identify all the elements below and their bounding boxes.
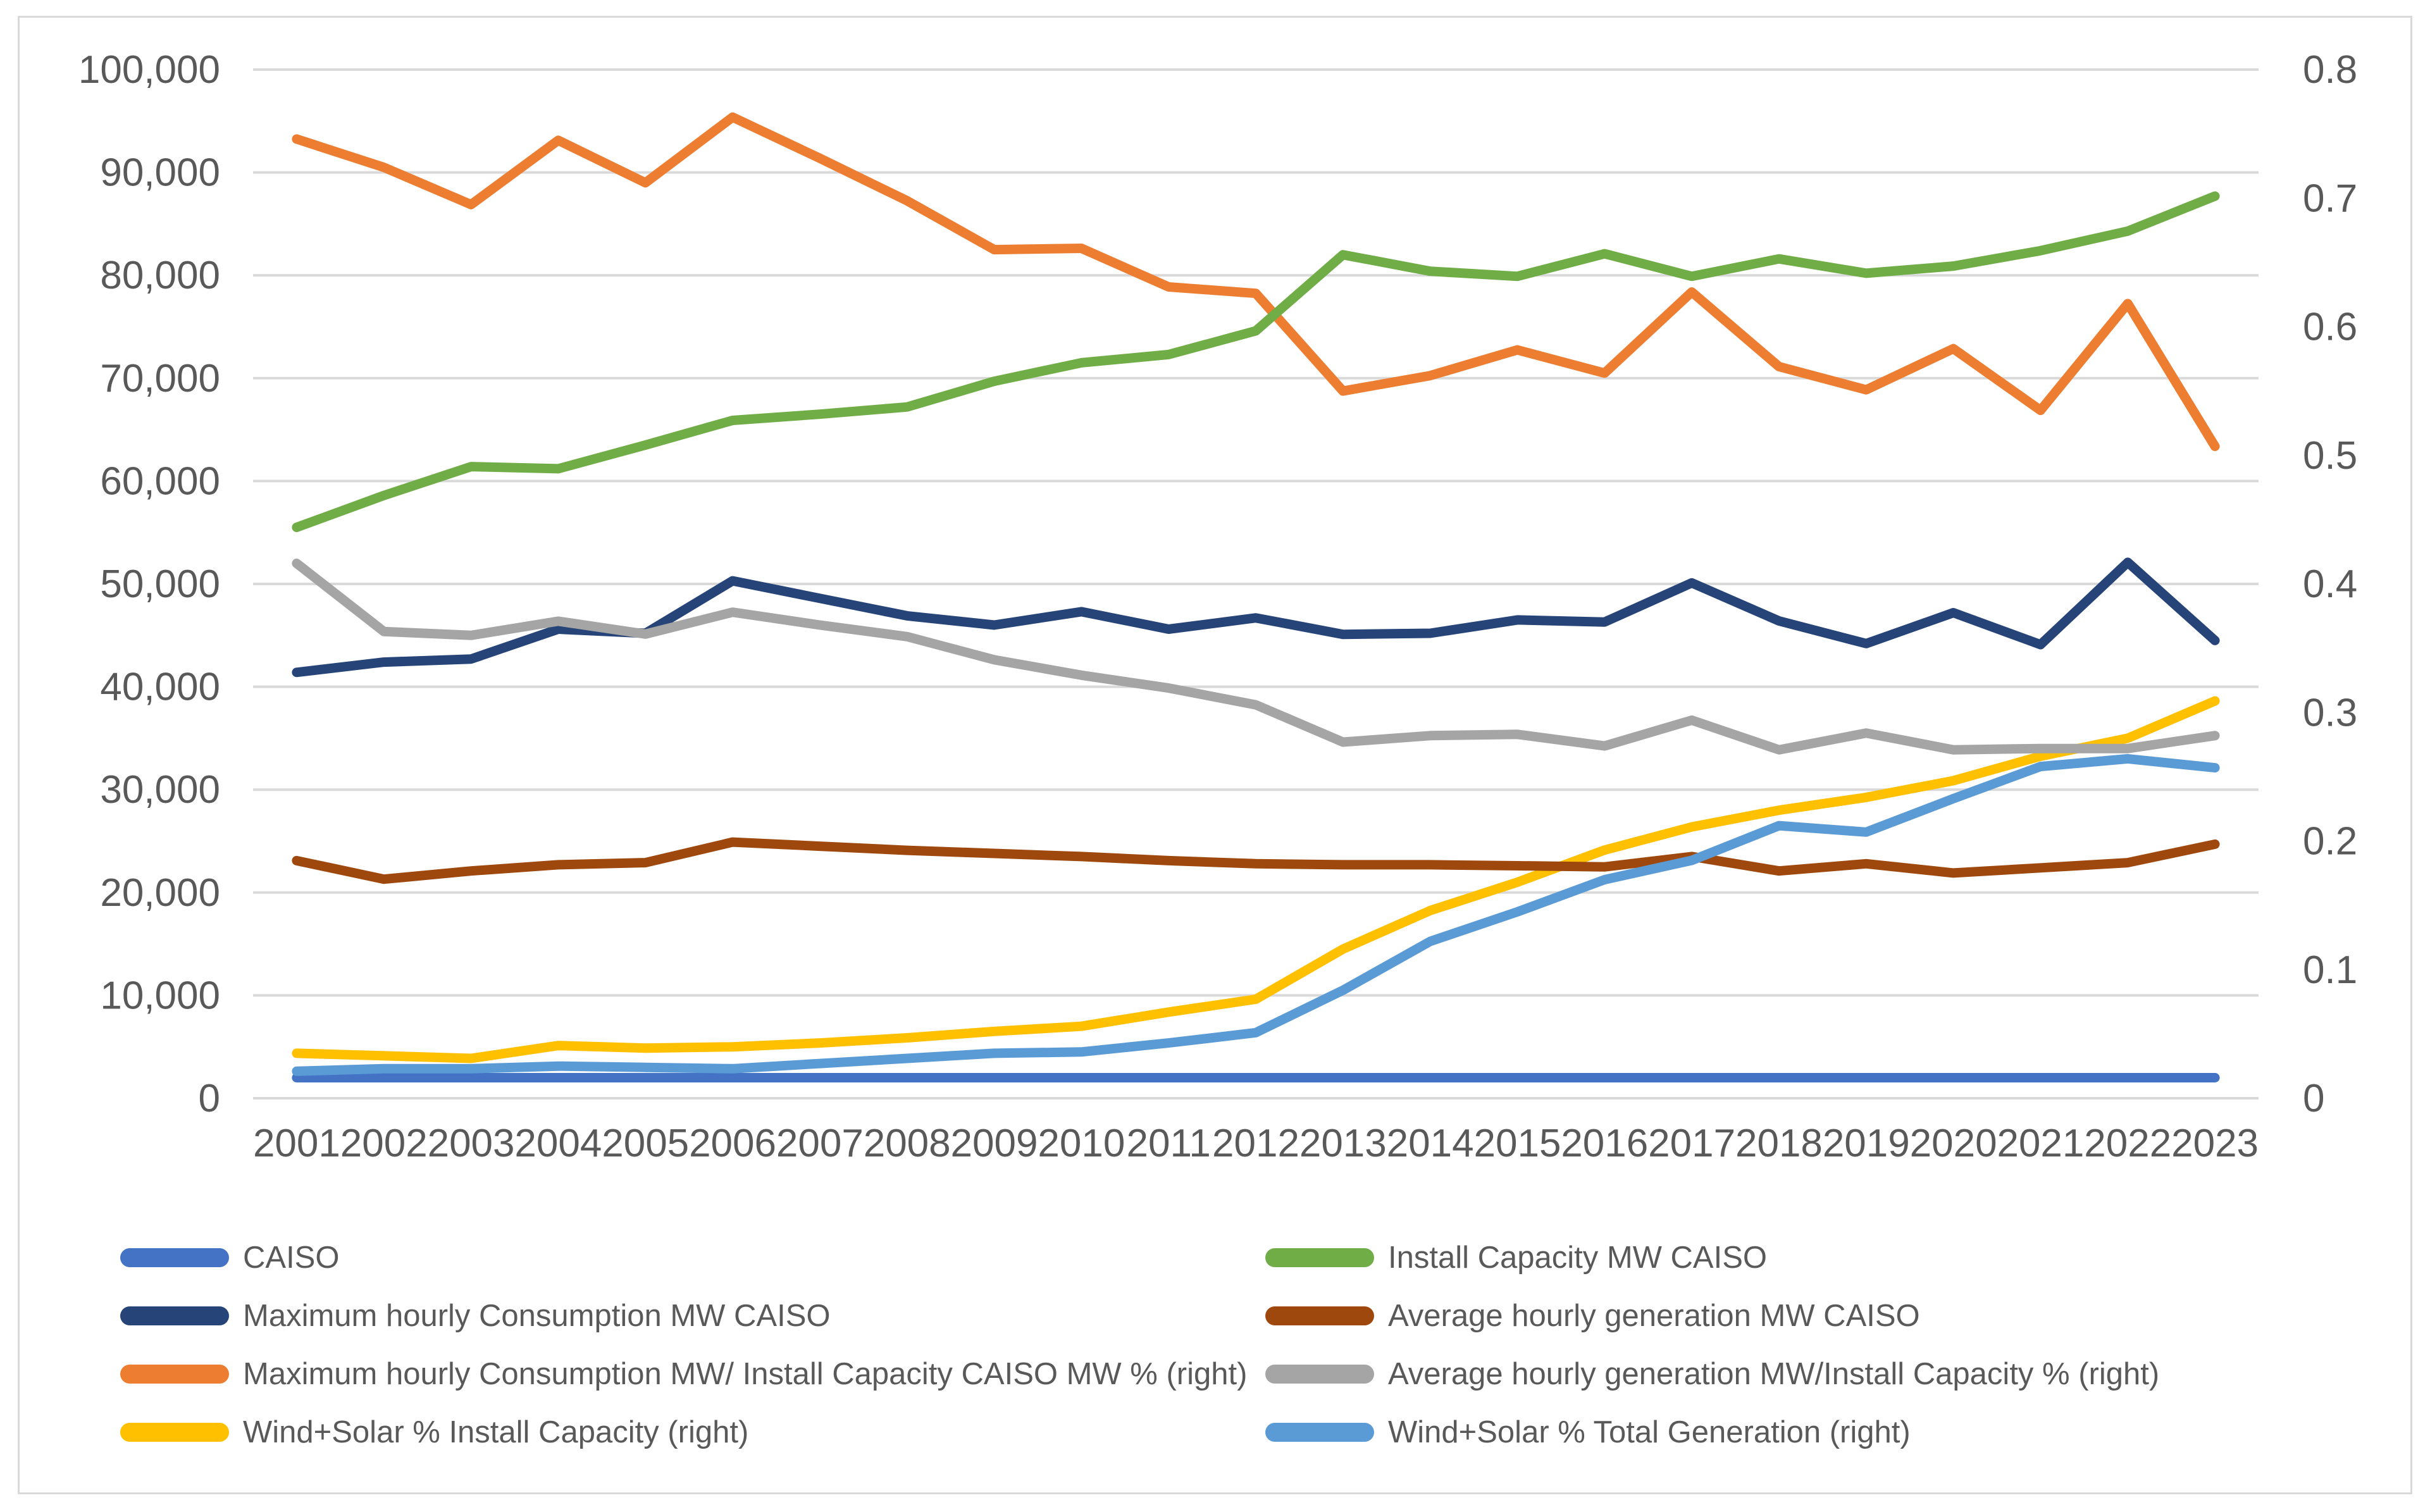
- x-axis-tick: 2006: [689, 1122, 776, 1165]
- y-axis-tick-left: 70,000: [100, 357, 220, 400]
- x-axis-tick: 2023: [2171, 1122, 2259, 1165]
- x-axis-tick: 2009: [951, 1122, 1038, 1165]
- y-axis-tick-left: 10,000: [100, 974, 220, 1017]
- x-axis-tick: 2001: [253, 1122, 340, 1165]
- y-axis-tick-right: 0: [2303, 1077, 2324, 1120]
- y-axis-tick-right: 0.2: [2303, 820, 2357, 864]
- y-axis-tick-left: 0: [199, 1077, 220, 1120]
- chart-frame: [18, 16, 2412, 1494]
- x-axis-tick: 2003: [428, 1122, 515, 1165]
- y-axis-tick-right: 0.3: [2303, 691, 2357, 734]
- x-axis-tick: 2010: [1038, 1122, 1125, 1165]
- x-axis-tick: 2018: [1735, 1122, 1823, 1165]
- y-axis-tick-right: 0.8: [2303, 48, 2357, 92]
- x-axis-tick: 2015: [1474, 1122, 1561, 1165]
- x-axis-tick: 2017: [1648, 1122, 1735, 1165]
- x-axis-tick: 2019: [1823, 1122, 1910, 1165]
- series-line-max-consumption-per-install-capacity: [292, 112, 2220, 451]
- line-chart: 0 10,000 20,000 30,000 40,000 50,000 60,000 70,…: [78, 48, 2357, 1165]
- y-axis-tick-left: 40,000: [100, 666, 220, 709]
- series-line-install-capacity-mw: [292, 191, 2220, 533]
- x-axis-tick: 2004: [514, 1122, 602, 1165]
- y-axis-tick-left: 90,000: [100, 151, 220, 195]
- x-axis-tick: 2022: [2084, 1122, 2171, 1165]
- x-axis-tick: 2013: [1299, 1122, 1387, 1165]
- series-line-max-hourly-consumption-mw: [292, 557, 2220, 678]
- y-axis-tick-right: 0.6: [2303, 306, 2357, 349]
- y-axis-tick-right: 0.4: [2303, 562, 2357, 606]
- series-line-avg-generation-per-install-capacity: [292, 559, 2220, 755]
- x-axis-tick: 2011: [1127, 1122, 1211, 1165]
- series-line-wind-solar-pct-install-capacity: [292, 696, 2220, 1063]
- y-axis-tick-left: 30,000: [100, 768, 220, 812]
- x-axis-tick: 2020: [1910, 1122, 1997, 1165]
- x-axis-tick: 2021: [1997, 1122, 2084, 1165]
- y-axis-tick-left: 100,000: [78, 48, 220, 92]
- y-axis-tick-left: 50,000: [100, 562, 220, 606]
- y-axis-tick-right: 0.1: [2303, 948, 2357, 992]
- series-line-avg-hourly-generation-mw: [292, 837, 2220, 884]
- x-axis-tick: 2008: [864, 1122, 951, 1165]
- x-axis-tick: 2016: [1561, 1122, 1648, 1165]
- y-axis-tick-left: 20,000: [100, 871, 220, 915]
- x-axis-tick: 2002: [340, 1122, 428, 1165]
- x-axis-tick: 2014: [1387, 1122, 1474, 1165]
- series-line-wind-solar-pct-total-generation: [292, 753, 2220, 1076]
- y-axis-tick-right: 0.7: [2303, 177, 2357, 220]
- y-axis-tick-left: 80,000: [100, 254, 220, 297]
- x-axis-tick: 2012: [1212, 1122, 1299, 1165]
- x-axis-tick: 2005: [602, 1122, 689, 1165]
- x-axis-tick: 2007: [776, 1122, 864, 1165]
- y-axis-tick-left: 60,000: [100, 459, 220, 503]
- y-axis-tick-right: 0.5: [2303, 434, 2357, 478]
